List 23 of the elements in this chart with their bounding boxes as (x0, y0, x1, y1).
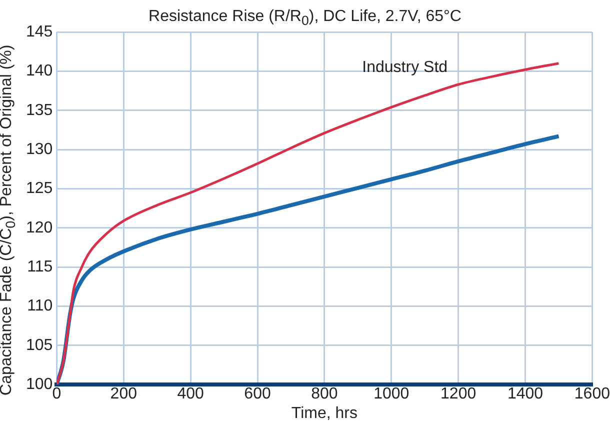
x-tick-label: 1600 (574, 386, 610, 403)
y-tick-label: 145 (26, 23, 53, 40)
y-tick-label: 125 (26, 180, 53, 198)
series-label: Industry Std (362, 58, 448, 76)
y-tick-label: 115 (27, 258, 53, 276)
x-tick-label: 600 (244, 386, 271, 403)
y-tick-label: 105 (26, 336, 53, 354)
y-tick-label: 140 (26, 62, 53, 80)
x-tick-label: 1400 (507, 386, 544, 403)
y-tick-label: 100 (26, 376, 53, 394)
x-tick-label: 800 (311, 386, 338, 403)
x-tick-label: 1000 (374, 386, 410, 403)
y-tick-label: 120 (26, 219, 53, 236)
x-tick-label: 0 (52, 386, 62, 403)
chart-title: Resistance Rise (R/R$_{0}$), DC Life, 2.7V, 65°C (148, 8, 462, 28)
y-tick-label: 130 (26, 140, 53, 158)
x-axis-title: Time, hrs (291, 404, 358, 422)
y-tick-label: 110 (27, 298, 53, 315)
y-tick-label: 135 (26, 102, 53, 119)
x-tick-label: 1200 (440, 386, 476, 403)
x-tick-label: 400 (177, 386, 204, 403)
x-tick-label: 200 (110, 386, 138, 403)
line-series (56, 62, 560, 385)
